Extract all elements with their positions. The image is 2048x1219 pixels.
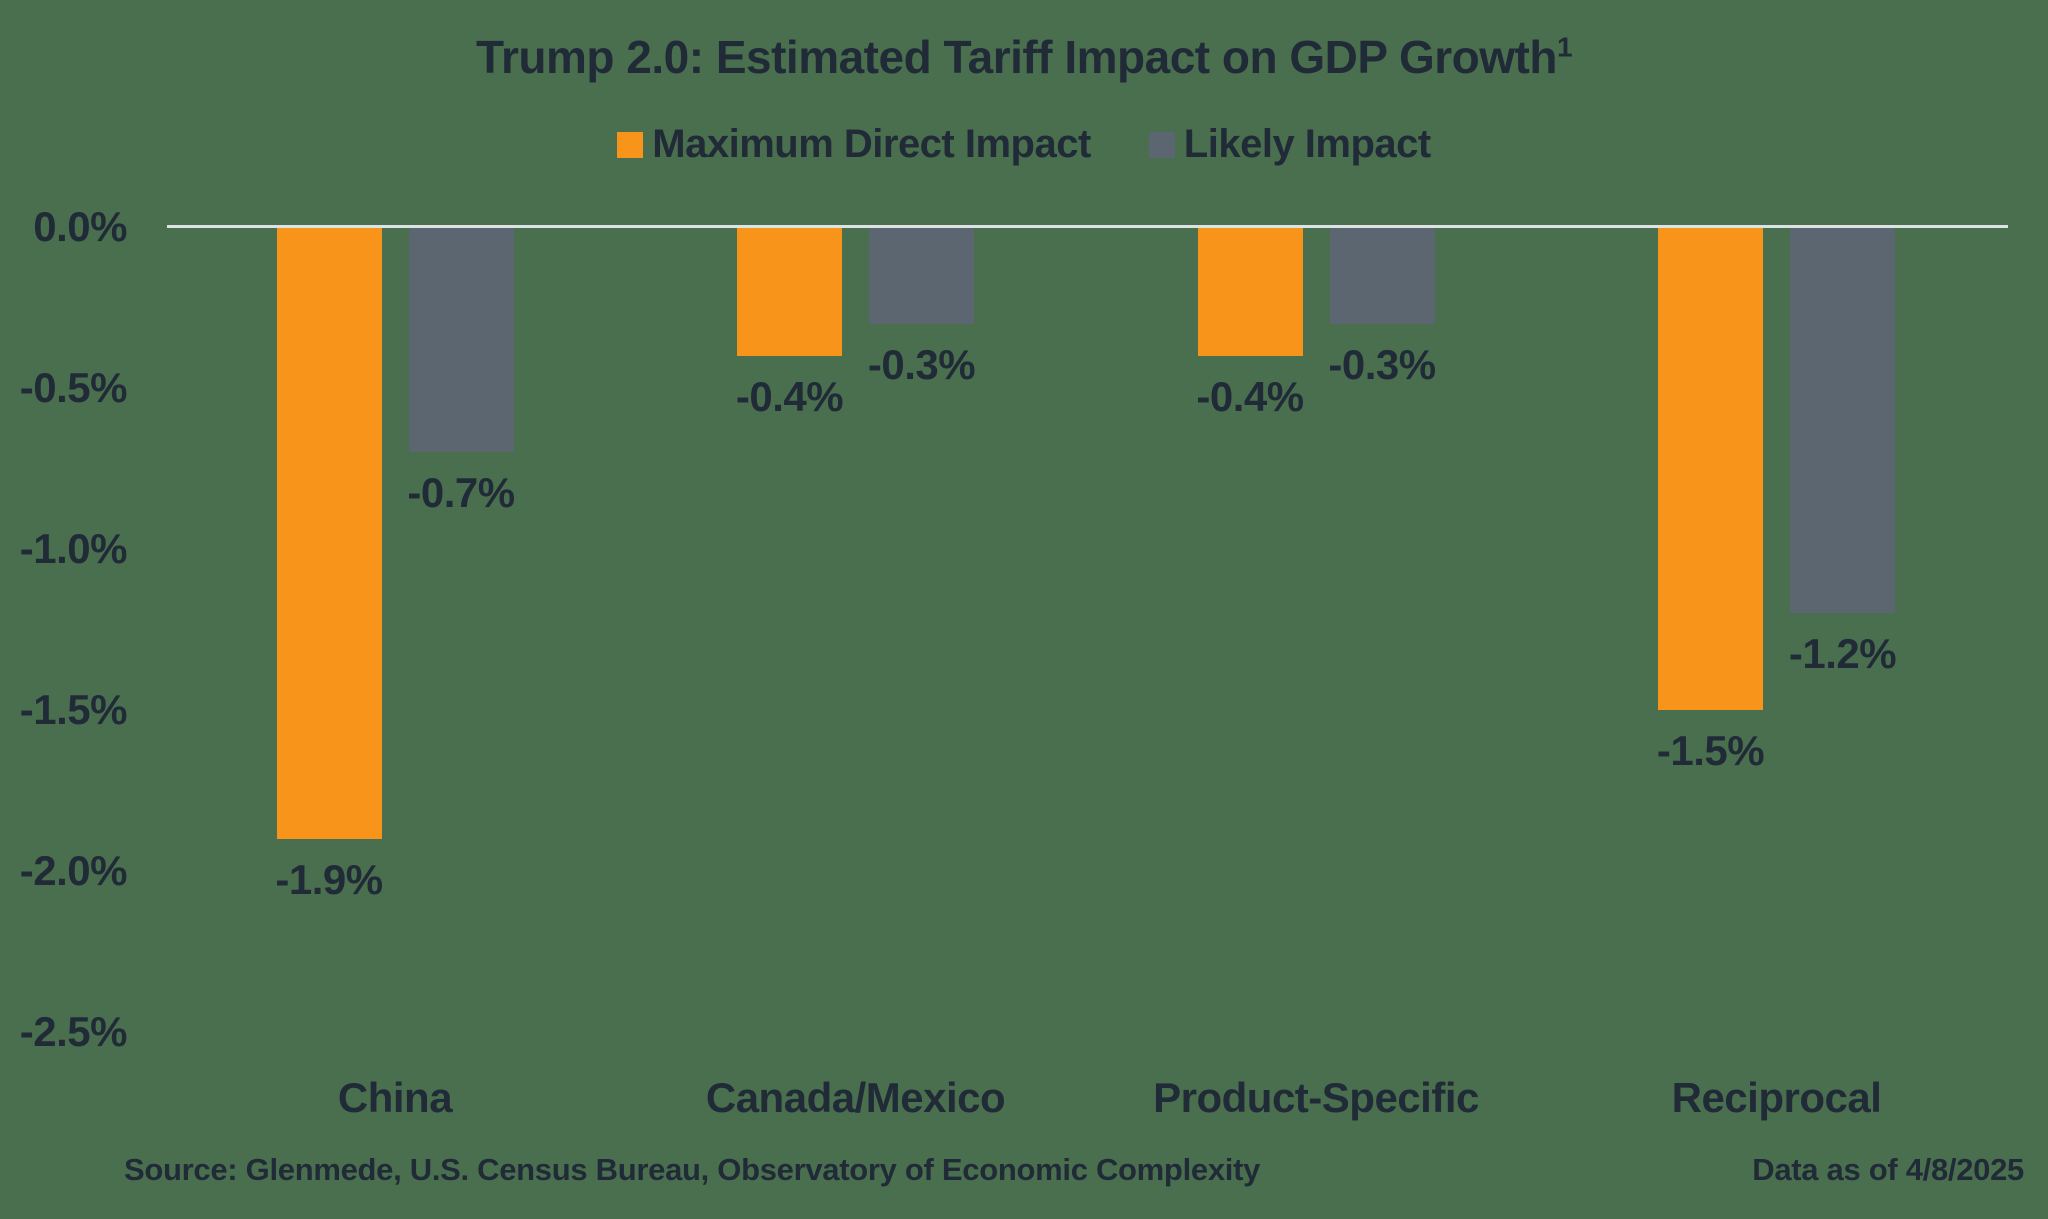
value-label-maximum-direct-impact-canada-mexico: -0.4% [735,372,844,420]
value-label-likely-impact-canada-mexico: -0.3% [867,340,976,388]
legend-swatch-gray-icon [1148,131,1175,158]
bar-maximum-direct-impact-canada-mexico [737,227,842,356]
y-axis-tick-1-0: -1.0% [19,525,128,572]
y-axis-tick-2-0: -2.0% [19,847,128,894]
bar-likely-impact-product-specific [1329,227,1435,324]
value-label-likely-impact-reciprocal: -1.2% [1788,630,1897,678]
value-label-maximum-direct-impact-product-specific: -0.4% [1196,372,1304,420]
category-label-product-specific: Product-Specific [1153,1074,1479,1121]
bar-likely-impact-china [408,227,514,453]
y-axis-tick-2-5: -2.5% [19,1008,128,1055]
value-label-maximum-direct-impact-reciprocal: -1.5% [1656,727,1765,774]
bar-maximum-direct-impact-product-specific [1197,227,1303,356]
bar-likely-impact-canada-mexico [869,227,974,324]
category-label-china: China [337,1074,453,1121]
category-label-canada-mexico: Canada/Mexico [705,1074,1006,1121]
source-note: Source: Glenmede, U.S. Census Bureau, Ob… [124,1152,1261,1187]
data-as-of-date: Data as of 4/8/2025 [1752,1152,2024,1187]
legend-label-maximum-direct-impact: Maximum Direct Impact [652,122,1091,166]
legend-swatch-orange-icon [617,131,644,158]
y-axis-tick-1-5: -1.5% [19,686,128,733]
chart-title-text: Trump 2.0: Estimated Tariff Impact on GD… [475,31,1558,83]
bar-likely-impact-reciprocal [1790,227,1895,614]
bar-maximum-direct-impact-china [276,227,382,839]
category-label-reciprocal: Reciprocal [1671,1074,1882,1121]
bar-maximum-direct-impact-reciprocal [1658,227,1763,710]
value-label-likely-impact-product-specific: -0.3% [1328,340,1436,388]
value-label-maximum-direct-impact-china: -1.9% [275,855,383,903]
chart-title-footnote-marker: 1 [1556,31,1573,63]
chart-title: Trump 2.0: Estimated Tariff Impact on GD… [0,30,2048,84]
legend-item-maximum-direct-impact: Maximum Direct Impact [617,122,1091,167]
zero-baseline [167,225,2008,228]
legend-label-likely-impact: Likely Impact [1183,122,1431,166]
legend: Maximum Direct Impact Likely Impact [0,122,2048,167]
value-label-likely-impact-china: -0.7% [407,469,515,517]
y-axis-tick-0-0: 0.0% [33,203,127,250]
legend-item-likely-impact: Likely Impact [1148,122,1431,167]
y-axis-tick-0-5: -0.5% [19,364,128,411]
